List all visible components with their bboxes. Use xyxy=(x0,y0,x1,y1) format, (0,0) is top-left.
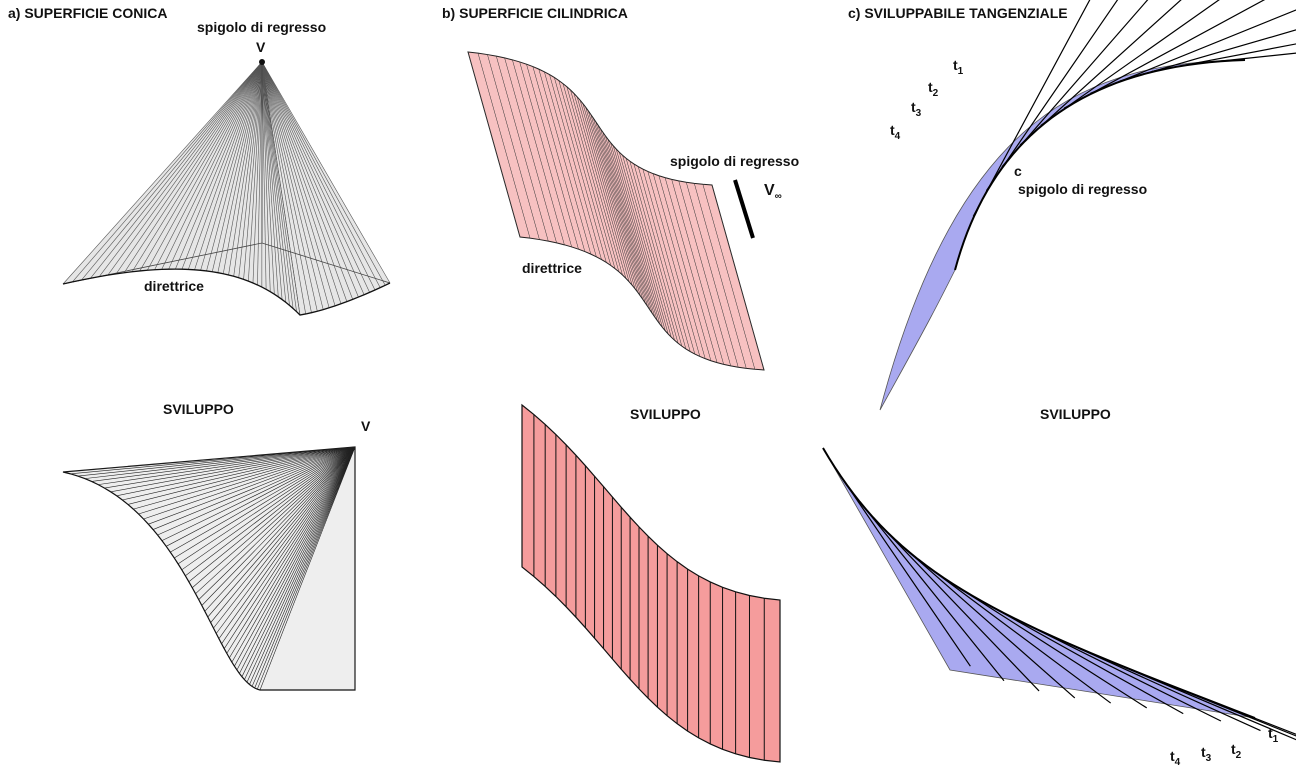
development xyxy=(522,405,780,762)
vertex-label: V xyxy=(256,39,266,55)
edge-label: spigolo di regresso xyxy=(197,19,326,35)
tangent-label: t4 xyxy=(890,122,901,142)
label-part: 1 xyxy=(958,66,964,77)
tangent-label: t2 xyxy=(928,79,939,99)
edge-label: spigolo di regresso xyxy=(670,153,799,169)
development-title: SVILUPPO xyxy=(630,406,701,422)
development xyxy=(823,448,1255,718)
panel-title: a) SUPERFICIE CONICA xyxy=(8,5,167,21)
label-part: 3 xyxy=(1206,753,1212,764)
tangent-label: t3 xyxy=(911,99,922,119)
direction xyxy=(735,180,753,238)
tangent-label: t4 xyxy=(1170,748,1181,765)
figure: a) SUPERFICIE CONICA spigolo di regresso… xyxy=(0,0,1296,765)
edge-label: spigolo di regresso xyxy=(1018,181,1147,197)
label-part: 1 xyxy=(1273,734,1279,745)
label-part: 4 xyxy=(1175,757,1181,765)
tangent xyxy=(1020,0,1296,145)
page: {"panels": [ {"title": "a) SUPERFICIE CO… xyxy=(0,0,1296,765)
panel-title: b) SUPERFICIE CILINDRICA xyxy=(442,5,628,21)
tangent xyxy=(986,0,1201,191)
cone-surface xyxy=(63,62,390,315)
tangent-surface xyxy=(880,60,1245,410)
vertex-label: V∞ xyxy=(764,182,782,202)
tangent xyxy=(1064,0,1296,108)
development-title: SVILUPPO xyxy=(163,401,234,417)
label-part: 2 xyxy=(1236,750,1242,761)
tangent-label: t2 xyxy=(1231,741,1242,761)
label-part: 4 xyxy=(895,131,901,142)
tangent-label: t1 xyxy=(953,57,964,77)
cylinder-surface xyxy=(468,52,764,370)
directrix-label: direttrice xyxy=(522,260,582,276)
tangent xyxy=(1120,0,1296,81)
label-part: 2 xyxy=(933,88,939,99)
tangent-label: t3 xyxy=(1201,744,1212,764)
vertex-label: V xyxy=(361,418,371,434)
label-part: ∞ xyxy=(775,191,782,202)
panel-title: c) SVILUPPABILE TANGENZIALE xyxy=(848,5,1068,21)
development-title: SVILUPPO xyxy=(1040,406,1111,422)
tangent xyxy=(1002,0,1252,167)
label-part: 3 xyxy=(916,108,922,119)
vertex xyxy=(259,59,265,65)
drawings xyxy=(63,0,1296,765)
directrix-label: direttrice xyxy=(144,278,204,294)
tangent xyxy=(1187,25,1296,65)
label-part: V xyxy=(764,182,775,199)
curve-label: c xyxy=(1014,163,1022,179)
